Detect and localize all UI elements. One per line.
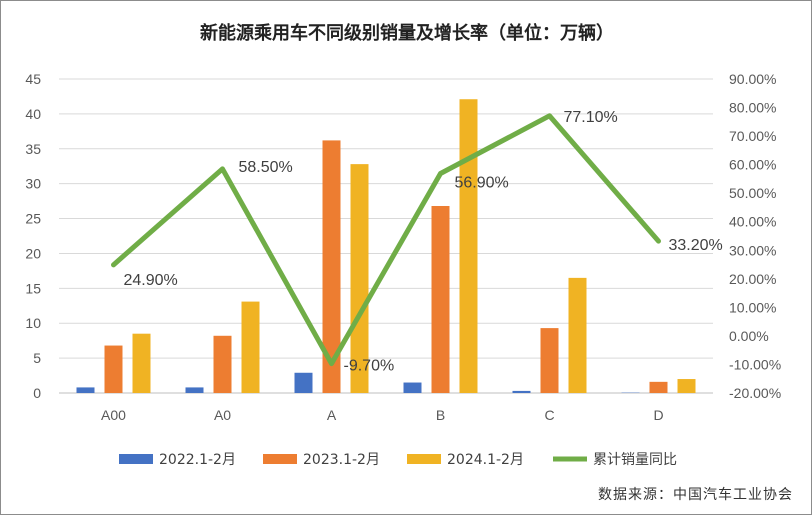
bar [513, 391, 531, 393]
y-left-tick-label: 15 [25, 280, 41, 296]
bar [678, 379, 696, 393]
bar [460, 99, 478, 393]
y-right-tick-label: 60.00% [729, 157, 776, 173]
bar [214, 336, 232, 393]
line-data-label: 58.50% [239, 159, 293, 176]
y-left-tick-label: 40 [25, 106, 41, 122]
y-right-tick-label: 80.00% [729, 100, 776, 116]
legend-swatch [263, 454, 297, 464]
bar [404, 383, 422, 393]
x-tick-label: B [436, 407, 445, 423]
x-tick-label: A [327, 407, 337, 423]
bar [133, 334, 151, 393]
bar [105, 346, 123, 393]
legend-label: 2022.1-2月 [159, 452, 236, 468]
line-data-label: -9.70% [344, 358, 395, 375]
y-right-tick-label: 40.00% [729, 214, 776, 230]
bar [186, 387, 204, 393]
y-right-tick-label: 30.00% [729, 242, 776, 258]
y-left-tick-label: 5 [33, 350, 41, 366]
x-tick-label: A0 [214, 407, 231, 423]
y-left-tick-label: 25 [25, 211, 41, 227]
line-data-label: 77.10% [564, 109, 618, 126]
y-right-tick-label: 70.00% [729, 128, 776, 144]
data-source: 数据来源：中国汽车工业协会 [598, 484, 793, 504]
bar [432, 206, 450, 393]
line-data-label: 33.20% [669, 237, 723, 254]
y-right-tick-label: 0.00% [729, 328, 769, 344]
legend-swatch [407, 454, 441, 464]
x-tick-label: D [653, 407, 663, 423]
line-data-label: 56.90% [455, 174, 509, 191]
bar [242, 302, 260, 393]
y-left-tick-label: 10 [25, 315, 41, 331]
x-tick-label: A00 [101, 407, 126, 423]
y-right-tick-label: -10.00% [729, 356, 781, 372]
y-left-tick-label: 20 [25, 245, 41, 261]
legend-label: 2023.1-2月 [303, 452, 380, 468]
bar [541, 328, 559, 393]
y-left-tick-label: 45 [25, 71, 41, 87]
line-data-label: 24.90% [124, 272, 178, 289]
y-left-tick-label: 30 [25, 176, 41, 192]
legend-label: 累计销量同比 [593, 452, 677, 468]
y-right-tick-label: 20.00% [729, 271, 776, 287]
y-left-tick-label: 35 [25, 141, 41, 157]
bar [650, 382, 668, 393]
bar [295, 373, 313, 393]
y-right-tick-label: 50.00% [729, 185, 776, 201]
bar [569, 278, 587, 393]
y-right-tick-label: 90.00% [729, 71, 776, 87]
legend-label: 2024.1-2月 [447, 452, 524, 468]
x-tick-label: C [544, 407, 554, 423]
y-right-tick-label: 10.00% [729, 299, 776, 315]
legend-swatch [119, 454, 153, 464]
y-right-tick-label: -20.00% [729, 385, 781, 401]
y-left-tick-label: 0 [33, 385, 41, 401]
bar [77, 387, 95, 393]
